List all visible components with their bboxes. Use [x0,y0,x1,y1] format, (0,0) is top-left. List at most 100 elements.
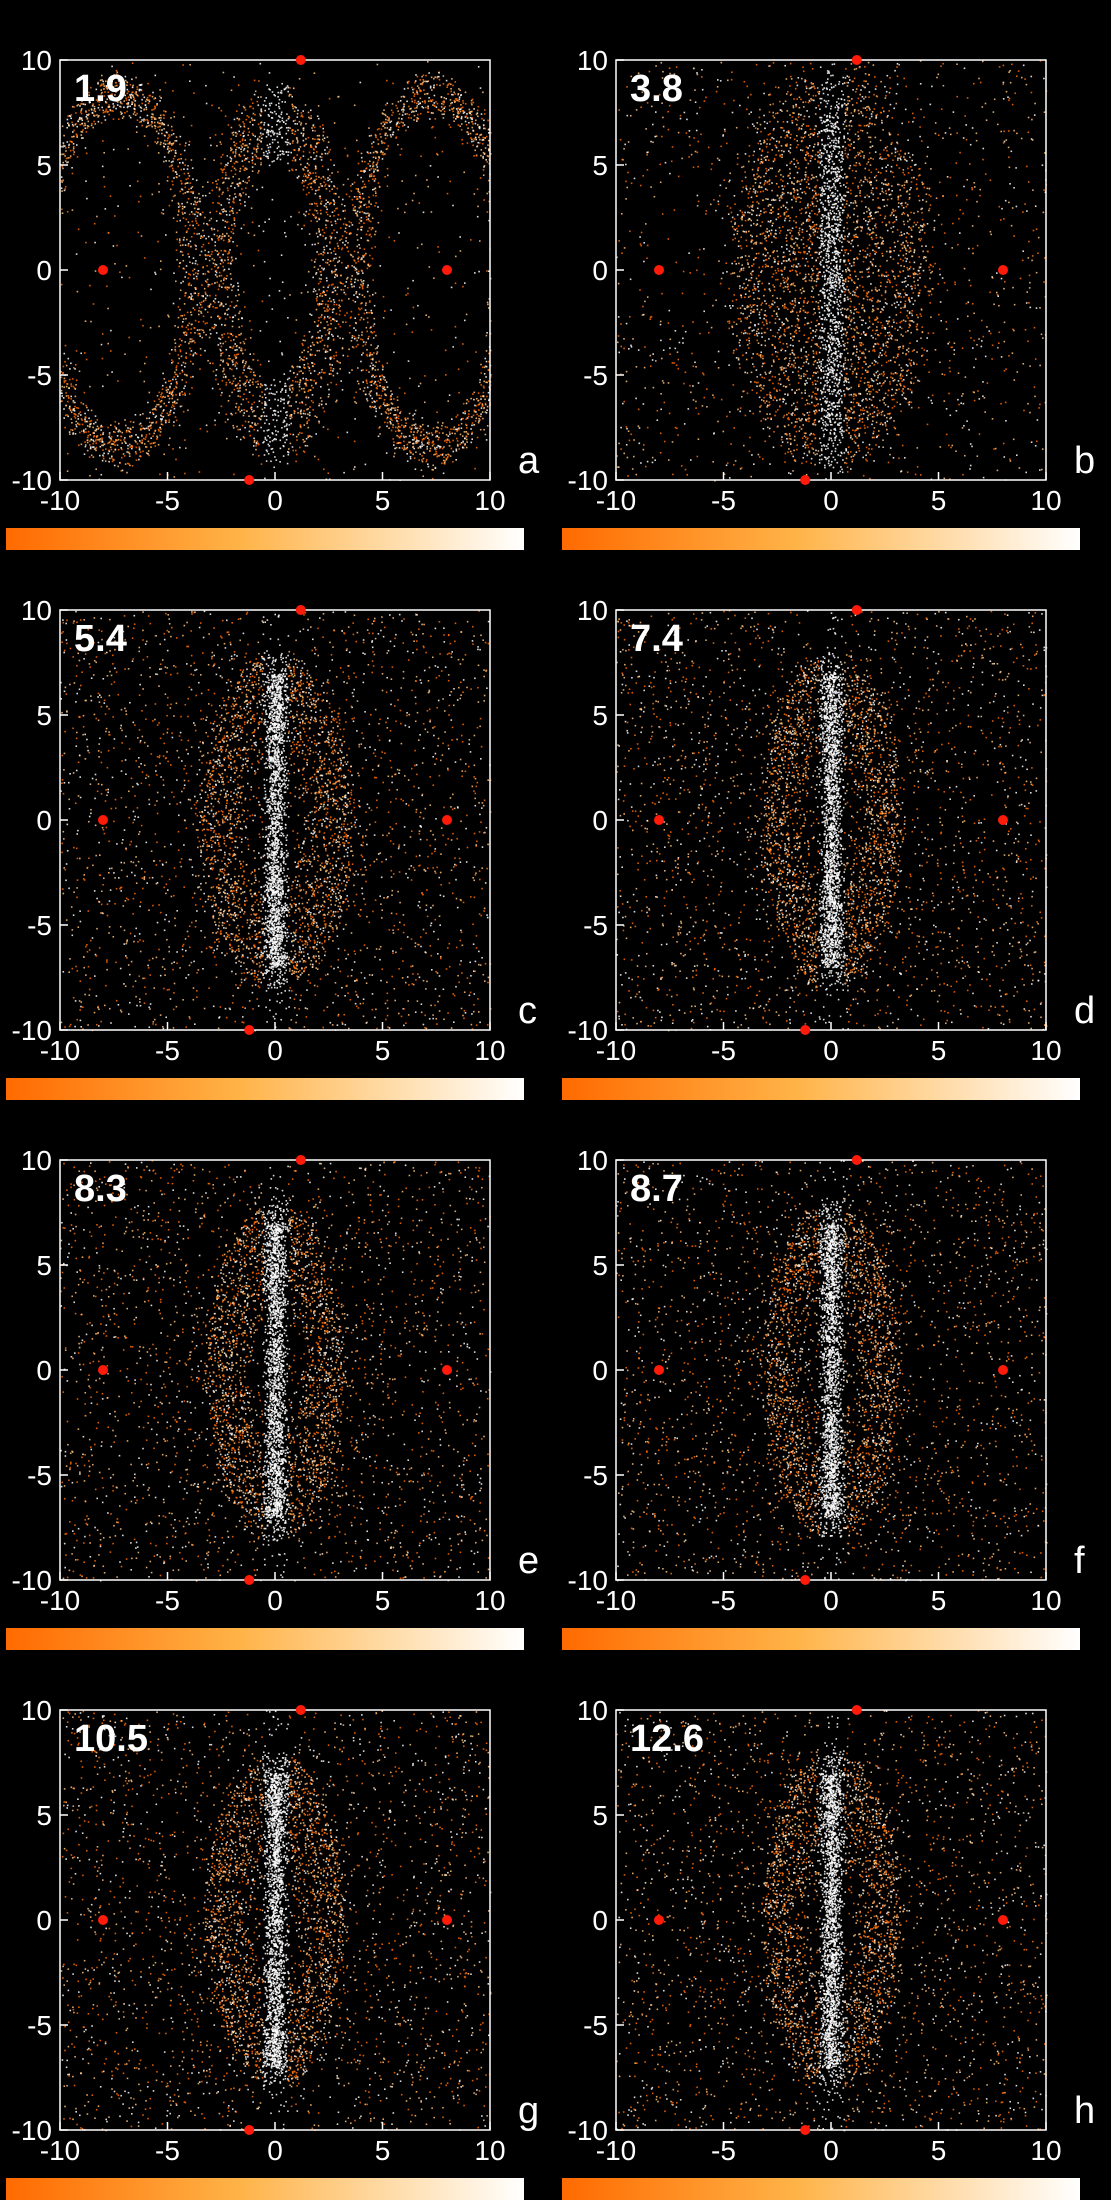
plot-e: -10 -5 0 5 10 -10 -5 0 5 10 [12,1145,506,1616]
x-tick-label: 10 [474,2135,505,2166]
y-tick-label: -5 [583,2010,608,2041]
x-tick-label: 10 [474,1585,505,1616]
x-tick-label: -5 [711,1585,736,1616]
fixed-point-marker [851,1155,862,1165]
colorbar [6,1628,524,1650]
y-tick-label: 10 [21,1695,52,1726]
y-tick-label: -10 [12,1015,52,1046]
plot-frame [615,1159,1047,1581]
plot-d: -10 -5 0 5 10 -10 -5 0 5 10 [568,595,1062,1066]
panel-d: -10 -5 0 5 10 -10 -5 0 5 10 7.4 d [556,550,1111,1100]
fixed-point-marker [654,815,664,825]
fixed-point-marker [244,1025,255,1035]
x-tick-label: 5 [931,2135,947,2166]
y-tick-label: -5 [27,360,52,391]
fixed-point-marker [998,815,1008,825]
y-tick-label: 0 [592,255,608,286]
plot-a: -10 -5 0 5 10 -10 -5 0 5 10 [12,45,506,516]
panel-letter: g [518,2090,539,2133]
panel-letter: b [1074,440,1095,483]
panel-letter: a [518,440,539,483]
density-points [616,1160,1048,1582]
y-tick-label: 0 [592,1355,608,1386]
fixed-point-marker [244,2125,255,2135]
plot-b: -10 -5 0 5 10 -10 -5 0 5 10 [568,45,1062,516]
fixed-point-marker [442,265,452,275]
x-tick-label: -5 [155,2135,180,2166]
x-tick-label: -10 [596,1035,636,1066]
y-tick-label: -10 [568,1015,608,1046]
y-tick-label: 0 [36,1905,52,1936]
x-tick-label: -10 [40,2135,80,2166]
density-points [616,610,1048,1032]
time-label: 1.9 [74,68,127,111]
fixed-point-marker [295,1705,306,1715]
panel-letter: f [1074,1540,1085,1583]
x-tick-label: 0 [823,485,839,516]
x-tick-label: 0 [267,2135,283,2166]
x-tick-label: -5 [155,1035,180,1066]
time-label: 10.5 [74,1718,148,1761]
x-tick-label: 0 [267,1035,283,1066]
plot-c: -10 -5 0 5 10 -10 -5 0 5 10 [12,595,506,1066]
x-tick-label: 5 [375,485,391,516]
y-tick-label: 5 [592,150,608,181]
y-tick-label: 0 [36,1355,52,1386]
y-tick-label: -10 [568,2115,608,2146]
fixed-point-marker [442,1915,452,1925]
fixed-point-marker [654,1365,664,1375]
y-tick-label: 5 [36,1250,52,1281]
fixed-point-marker [98,1915,108,1925]
y-tick-label: 10 [577,45,608,76]
y-tick-label: 0 [36,805,52,836]
fixed-point-marker [244,475,255,485]
y-tick-label: -5 [583,360,608,391]
fixed-point-marker [244,1575,255,1585]
density-points [616,60,1048,482]
x-tick-label: -5 [155,485,180,516]
panel-g: -10 -5 0 5 10 -10 -5 0 5 10 10.5 g [0,1650,555,2200]
y-tick-label: 0 [36,255,52,286]
y-tick-label: 10 [21,1145,52,1176]
y-tick-label: 0 [592,805,608,836]
fixed-point-marker [442,815,452,825]
x-tick-label: 0 [267,485,283,516]
time-label: 5.4 [74,618,127,661]
plot-g: -10 -5 0 5 10 -10 -5 0 5 10 [12,1695,506,2166]
plot-h: -10 -5 0 5 10 -10 -5 0 5 10 [568,1695,1062,2166]
y-tick-label: 10 [577,1145,608,1176]
y-tick-label: 10 [577,595,608,626]
fixed-point-marker [800,1025,811,1035]
colorbar [562,1078,1080,1100]
density-points [60,1160,492,1582]
fixed-point-marker [442,1365,452,1375]
fixed-point-marker [800,2125,811,2135]
panel-letter: d [1074,990,1095,1033]
time-label: 7.4 [630,618,683,661]
density-points [60,61,492,481]
panel-e: -10 -5 0 5 10 -10 -5 0 5 10 8.3 e [0,1100,555,1650]
fixed-point-marker [998,1365,1008,1375]
x-tick-label: 5 [375,2135,391,2166]
plot-frame [59,59,491,481]
panel-f: -10 -5 0 5 10 -10 -5 0 5 10 8.7 f [556,1100,1111,1650]
fixed-point-marker [851,1705,862,1715]
y-tick-label: -10 [12,1565,52,1596]
time-label: 8.7 [630,1168,683,1211]
x-tick-label: 5 [375,1035,391,1066]
x-tick-label: -10 [40,1035,80,1066]
x-tick-label: 5 [931,1035,947,1066]
y-tick-label: -5 [27,910,52,941]
panel-letter: e [518,1540,539,1583]
y-tick-label: -10 [568,1565,608,1596]
y-tick-label: -5 [583,1460,608,1491]
x-tick-label: -5 [155,1585,180,1616]
x-tick-label: -10 [596,2135,636,2166]
fixed-point-marker [998,1915,1008,1925]
fixed-point-marker [851,55,862,65]
x-tick-label: -5 [711,485,736,516]
y-tick-label: 10 [21,595,52,626]
x-tick-label: 0 [267,1585,283,1616]
fixed-point-marker [98,815,108,825]
